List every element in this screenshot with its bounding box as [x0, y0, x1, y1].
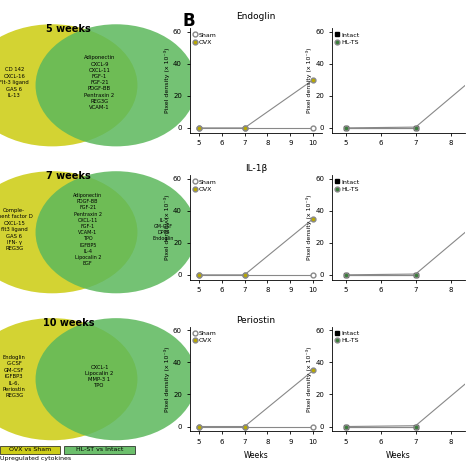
- Text: Endoglin: Endoglin: [236, 12, 276, 21]
- Text: CD 142
CXCL-16
Flt-3 ligand
GAS 6
IL-13: CD 142 CXCL-16 Flt-3 ligand GAS 6 IL-13: [0, 67, 29, 98]
- FancyBboxPatch shape: [64, 446, 136, 454]
- X-axis label: Weeks: Weeks: [386, 450, 410, 459]
- Text: 5 weeks: 5 weeks: [46, 24, 91, 34]
- Ellipse shape: [36, 318, 197, 440]
- Ellipse shape: [0, 318, 137, 440]
- Text: B: B: [182, 12, 195, 30]
- Y-axis label: Pixel density (x 10⁻³): Pixel density (x 10⁻³): [306, 346, 312, 412]
- Ellipse shape: [36, 24, 197, 146]
- Text: 7 weeks: 7 weeks: [46, 171, 91, 181]
- Y-axis label: Pixel density (x 10⁻³): Pixel density (x 10⁻³): [164, 346, 170, 412]
- Text: 10 weeks: 10 weeks: [43, 318, 94, 328]
- Text: OVX vs Sham: OVX vs Sham: [9, 447, 51, 452]
- X-axis label: Weeks: Weeks: [244, 450, 268, 459]
- Legend: Sham, OVX: Sham, OVX: [193, 179, 218, 192]
- Text: IL-5
GM-CSF
DPP4
Endoglin: IL-5 GM-CSF DPP4 Endoglin: [153, 218, 174, 241]
- Ellipse shape: [0, 24, 137, 146]
- Legend: Intact, HL-TS: Intact, HL-TS: [335, 32, 360, 46]
- Text: Comple-
ment factor D
CXCL-15
flt3 ligand
GAS 6
IFN- γ
REG3G: Comple- ment factor D CXCL-15 flt3 ligan…: [0, 208, 33, 251]
- Text: Adiponectin
CXCL-9
CXCL-11
FGF-1
FGF-21
PDGF-BB
Pentraxin 2
REG3G
VCAM-1: Adiponectin CXCL-9 CXCL-11 FGF-1 FGF-21 …: [84, 55, 115, 110]
- Y-axis label: Pixel density (x 10⁻³): Pixel density (x 10⁻³): [164, 48, 170, 113]
- Legend: Intact, HL-TS: Intact, HL-TS: [335, 179, 360, 192]
- Text: Upregulated cytokines: Upregulated cytokines: [0, 456, 71, 461]
- Text: CXCL-1
Lipocalin 2
MMP-3 1
TPO: CXCL-1 Lipocalin 2 MMP-3 1 TPO: [85, 365, 114, 388]
- Text: Endoglin
G-CSF
GM-CSF
IGFBP3
IL-6,
Periostin
REG3G: Endoglin G-CSF GM-CSF IGFBP3 IL-6, Perio…: [3, 355, 26, 398]
- Ellipse shape: [36, 171, 197, 293]
- Y-axis label: Pixel density (x 10⁻³): Pixel density (x 10⁻³): [306, 48, 312, 113]
- FancyBboxPatch shape: [0, 446, 60, 454]
- Legend: Intact, HL-TS: Intact, HL-TS: [335, 330, 360, 344]
- Text: IL-1β: IL-1β: [245, 164, 267, 173]
- Y-axis label: Pixel density (x 10⁻³): Pixel density (x 10⁻³): [164, 195, 170, 260]
- Ellipse shape: [0, 171, 137, 293]
- Legend: Sham, OVX: Sham, OVX: [193, 330, 218, 344]
- Legend: Sham, OVX: Sham, OVX: [193, 32, 218, 46]
- Text: Periostin: Periostin: [237, 316, 275, 325]
- Y-axis label: Pixel density (x 10⁻³): Pixel density (x 10⁻³): [306, 195, 312, 260]
- Text: Adiponectin
PDGF-BB
FGF-21
Pentraxin 2
CXCL-11
FGF-1
VCAM-1
TPO
IGFBP5
IL-4
Lipo: Adiponectin PDGF-BB FGF-21 Pentraxin 2 C…: [73, 193, 102, 266]
- Text: HL-ST vs Intact: HL-ST vs Intact: [76, 447, 123, 452]
